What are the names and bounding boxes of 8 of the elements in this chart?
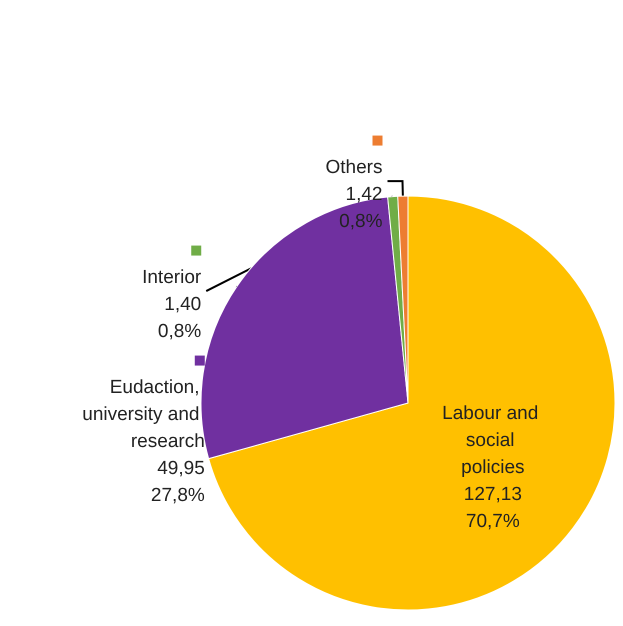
data-label: 49,95 27,8%	[150, 458, 205, 506]
data-label: 1,40 0,8%	[158, 294, 202, 342]
legend-label: Others	[325, 157, 382, 178]
data-label: 1,42 0,8%	[339, 184, 383, 232]
legend-label: Eudaction, university and research	[82, 377, 205, 452]
legend-label: Interior	[142, 267, 202, 288]
data-label: 127,13 70,7%	[464, 484, 522, 532]
slice-label: Labour and social policies	[442, 402, 544, 478]
